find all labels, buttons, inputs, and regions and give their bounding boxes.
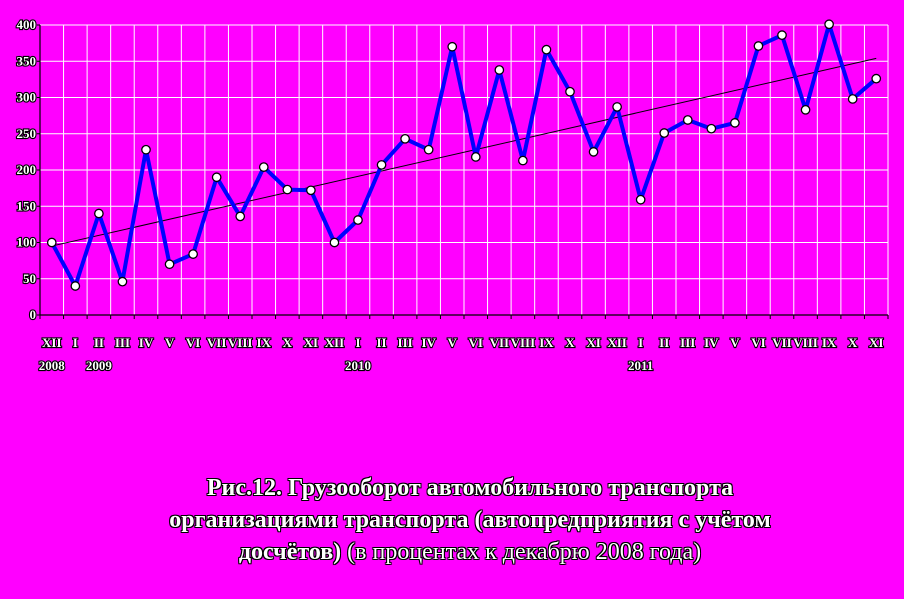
x-tick-label: IV [139, 335, 154, 350]
x-tick-label: X [565, 335, 575, 350]
x-tick-label: IV [704, 335, 719, 350]
x-tick-label: IV [421, 335, 436, 350]
year-label: 2008 [39, 358, 66, 373]
data-point [211, 172, 222, 183]
x-tick-label: IX [257, 335, 272, 350]
caption-units: (в процентах к декабрю 2008 года) [341, 539, 702, 565]
data-point [800, 104, 811, 115]
data-point [282, 184, 293, 195]
y-tick-label: 350 [17, 53, 37, 68]
y-tick-label: 200 [17, 162, 37, 177]
data-point [565, 86, 575, 97]
x-tick-label: X [283, 335, 293, 350]
y-tick-label: 300 [17, 90, 37, 105]
data-point [353, 215, 363, 225]
x-tick-label: VIII [228, 335, 253, 350]
data-point [306, 185, 316, 196]
data-point [871, 73, 882, 84]
data-point [588, 147, 599, 157]
gridlines [40, 24, 889, 315]
x-tick-label: II [376, 335, 386, 350]
data-point [400, 133, 410, 144]
x-tick-label: V [165, 335, 175, 350]
data-point [447, 41, 458, 52]
x-tick-label: VII [772, 335, 792, 350]
trend-line [51, 57, 877, 247]
data-point [423, 144, 434, 155]
x-tick-label: VIII [793, 335, 818, 350]
year-label: 2011 [628, 358, 653, 373]
x-tick-label: XI [586, 335, 600, 350]
data-point [376, 160, 387, 170]
data-point [730, 118, 740, 128]
data-point [753, 41, 764, 51]
data-point [470, 152, 481, 162]
y-tick-labels: 0 50 100 150 200 250 300 350 400 [15, 16, 37, 323]
caption-line-1: Рис.12. Грузооборот автомобильного транс… [206, 475, 734, 501]
data-point [329, 237, 340, 248]
axes [37, 24, 889, 319]
x-tick-label: VI [186, 335, 200, 350]
y-tick-label: 100 [17, 235, 37, 250]
data-point [659, 128, 670, 138]
x-tick-label: XII [607, 335, 627, 350]
data-point [46, 237, 57, 248]
y-tick-label: 50 [23, 271, 36, 286]
year-labels: 2008 2009 2010 2011 [38, 357, 655, 374]
y-tick-label: 250 [17, 126, 37, 141]
data-point [164, 259, 175, 270]
x-tick-label: XII [325, 335, 345, 350]
x-tick-label: XI [304, 335, 318, 350]
data-point [94, 208, 104, 219]
data-points [46, 19, 882, 291]
data-point [518, 155, 528, 166]
year-label: 2009 [86, 358, 113, 373]
y-tick-label: 150 [17, 198, 37, 213]
x-tick-label: I [355, 335, 360, 350]
x-tick-label: VIII [511, 335, 536, 350]
x-tick-label: IX [539, 335, 554, 350]
x-tick-label: XI [869, 335, 883, 350]
x-tick-label: III [398, 335, 413, 350]
data-point [612, 102, 622, 112]
x-tick-label: VII [490, 335, 510, 350]
data-point [635, 194, 646, 205]
y-tick-label: 0 [30, 307, 37, 322]
caption-line-3: досчётов) [238, 539, 342, 565]
data-point [777, 30, 787, 41]
data-point [706, 123, 717, 134]
x-tick-label: III [115, 335, 130, 350]
x-tick-label: II [659, 335, 669, 350]
x-tick-label: IX [822, 335, 837, 350]
data-point [824, 19, 834, 30]
data-point [847, 94, 858, 104]
data-point [235, 211, 246, 222]
y-tick-label: 400 [17, 17, 37, 32]
data-point [117, 276, 128, 287]
x-tick-label: XII [42, 335, 62, 350]
x-tick-labels: XII I II III IV V VI VII VIII IX X XI XII I II III IV V VI… [41, 334, 885, 351]
x-tick-label: VI [751, 335, 765, 350]
x-tick-label: I [73, 335, 78, 350]
data-point [188, 249, 198, 259]
x-tick-label: X [848, 335, 858, 350]
year-label: 2010 [345, 358, 371, 373]
data-point [682, 115, 693, 125]
caption-line-2: организациями транспорта (автопредприяти… [169, 507, 771, 533]
x-tick-label: II [94, 335, 104, 350]
data-point [494, 65, 505, 75]
x-tick-label: V [448, 335, 458, 350]
x-tick-label: I [638, 335, 643, 350]
x-tick-label: III [680, 335, 695, 350]
data-point [70, 281, 81, 291]
x-tick-label: V [730, 335, 740, 350]
x-tick-label: VI [469, 335, 483, 350]
figure-caption: Рис.12. Грузооборот автомобильного транс… [100, 472, 840, 568]
data-point [541, 44, 552, 55]
x-tick-label: VII [207, 335, 227, 350]
data-point [258, 162, 269, 172]
data-point [141, 144, 151, 155]
trendline [51, 57, 877, 247]
